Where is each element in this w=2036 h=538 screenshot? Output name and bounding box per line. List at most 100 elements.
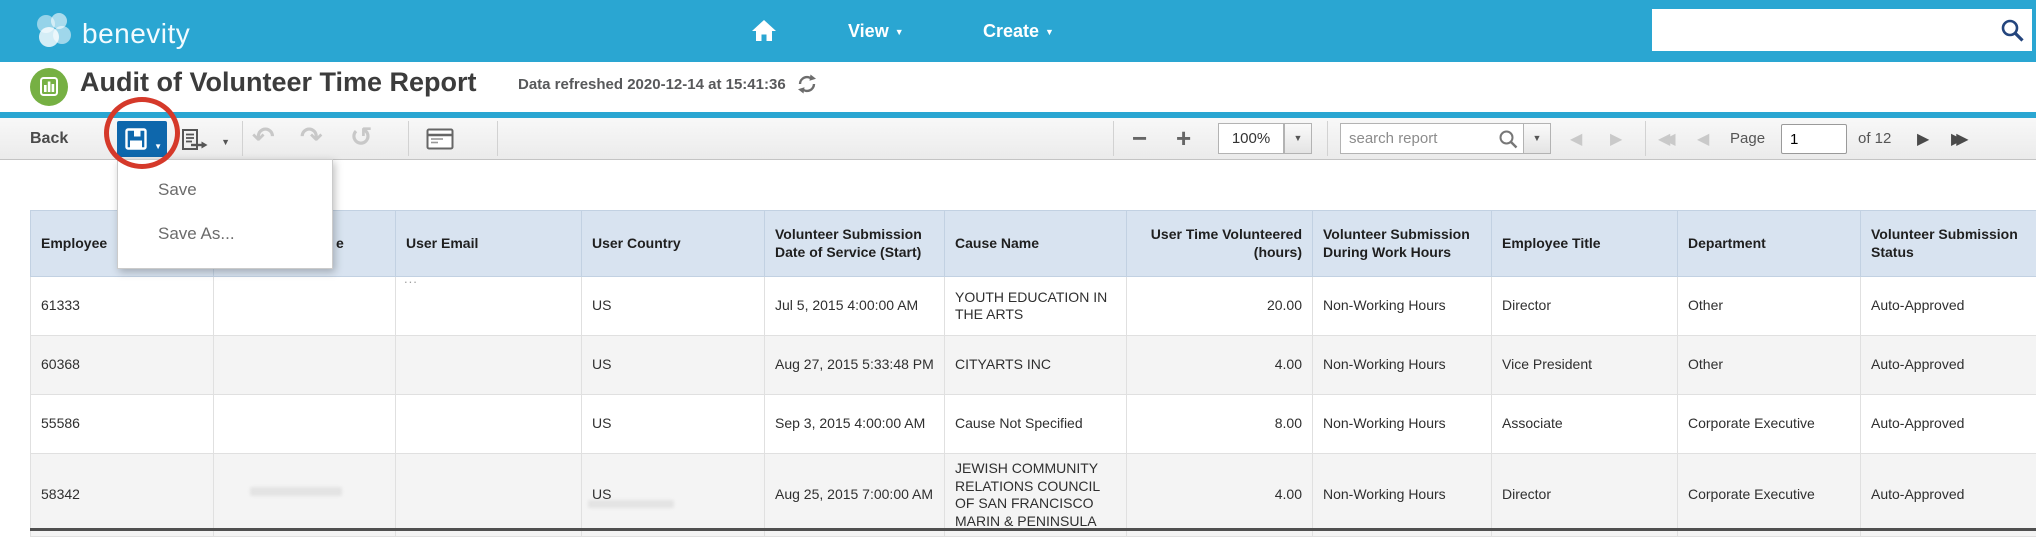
refresh-icon[interactable] [795,72,819,101]
brand-name: benevity [82,17,191,49]
report-search-box [1340,123,1524,154]
report-search-input[interactable] [1341,124,1493,153]
save-button[interactable]: ▼ [117,121,167,157]
menu-item-save[interactable]: Save [158,180,197,199]
previous-page-button[interactable]: ◀ [1697,129,1710,148]
table-row: 60368 US Aug 27, 2015 5:33:48 PM CITYARTS I… [30,335,2036,395]
redo-icon: ↷ [300,122,323,153]
search-prev-result-button[interactable]: ◀ [1570,129,1583,148]
cell-cause-name: Cause Not Specified [944,394,1127,454]
top-nav-bar: benevity View ▼ Create ▼ [0,0,2036,62]
table-row: 55586 US Sep 3, 2015 4:00:00 AM Cause Not S… [30,394,2036,454]
cell-user-country: US [581,453,765,537]
nav-create-menu[interactable]: Create ▼ [983,0,1054,62]
column-header-submission-date: Volunteer Submission Date of Service (St… [764,210,945,277]
export-button[interactable]: ▼ [176,121,234,157]
cell-department: Corporate Executive [1677,394,1861,454]
global-search-box [1652,9,2032,51]
search-next-result-button[interactable]: ▶ [1610,129,1623,148]
cell-user-email [395,394,582,454]
cell-employee: 58342 [30,453,214,537]
nav-view-label: View [848,21,889,41]
zoom-level-value[interactable]: 100% [1218,123,1284,154]
cell-user-country: US [581,394,765,454]
save-dropdown-menu: Save Save As... [117,159,333,269]
cell-obscured [213,453,396,537]
cell-submission-status: Auto-Approved [1860,276,2036,336]
cell-submission-date: Jul 5, 2015 4:00:00 AM [764,276,945,336]
report-icon [30,68,68,111]
floppy-disk-icon [125,128,147,150]
divider [408,121,409,156]
cell-employee: 55586 [30,394,214,454]
cell-during-work-hours: Non-Working Hours [1312,276,1492,336]
revert-icon: ↺ [350,122,373,153]
column-header-during-work-hours: Volunteer Submission During Work Hours [1312,210,1492,277]
next-page-button[interactable]: ▶ [1917,129,1930,148]
table-bottom-edge [30,528,2036,531]
zoom-in-button[interactable]: + [1176,123,1192,153]
divider [0,112,2036,118]
page-number-input[interactable] [1781,124,1847,154]
export-icon [182,129,208,150]
cell-cause-name: CITYARTS INC [944,335,1127,395]
cell-during-work-hours: Non-Working Hours [1312,453,1492,537]
home-icon[interactable] [750,18,778,49]
column-header-user-email: User Email [395,210,582,277]
column-header-time-volunteered: User Time Volunteered (hours) [1126,210,1313,277]
cell-department: Other [1677,276,1861,336]
benevity-logo-icon [32,10,76,57]
chevron-down-icon: ▼ [221,137,230,147]
divider [1327,121,1328,156]
last-page-button[interactable]: ▶▶ [1951,129,1968,148]
cell-submission-date: Aug 27, 2015 5:33:48 PM [764,335,945,395]
cell-obscured [213,276,396,336]
nav-create-label: Create [983,21,1040,41]
cell-employee-title: Associate [1491,394,1678,454]
column-header-employee-title: Employee Title [1491,210,1678,277]
search-icon[interactable] [1999,17,2026,49]
report-panel-icon[interactable] [426,128,454,155]
cell-department: Other [1677,335,1861,395]
nav-view-menu[interactable]: View ▼ [848,0,904,62]
table-row: 58342 US Aug 25, 2015 7:00:00 AM JEWISH COM… [30,453,2036,537]
zoom-out-button[interactable]: − [1132,123,1148,153]
report-search-dropdown[interactable]: ▼ [1523,123,1551,154]
zoom-level-dropdown[interactable]: ▼ [1284,123,1312,154]
redacted-text-artifact: ... [404,271,418,286]
search-icon[interactable] [1498,129,1519,155]
cell-submission-date: Aug 25, 2015 7:00:00 AM [764,453,945,537]
cell-employee-title: Vice President [1491,335,1678,395]
cell-obscured [213,335,396,395]
back-button[interactable]: Back [30,130,69,147]
cell-user-email [395,453,582,537]
cell-submission-status: Auto-Approved [1860,394,2036,454]
cell-time-volunteered: 8.00 [1126,394,1313,454]
divider [497,121,498,156]
cell-submission-status: Auto-Approved [1860,335,2036,395]
cell-submission-status: Auto-Approved [1860,453,2036,537]
cell-time-volunteered: 4.00 [1126,335,1313,395]
page-total-label: of 12 [1858,130,1892,147]
column-header-submission-status: Volunteer Submission Status [1860,210,2036,277]
page-title: Audit of Volunteer Time Report [80,67,477,97]
column-header-user-country: User Country [581,210,765,277]
cell-user-country: US [581,335,765,395]
cell-employee-title: Director [1491,453,1678,537]
column-header-department: Department [1677,210,1861,277]
cell-employee: 61333 [30,276,214,336]
chevron-down-icon: ▼ [894,27,904,37]
cell-user-country: US [581,276,765,336]
chevron-down-icon: ▼ [1045,27,1054,37]
redacted-smudge [588,500,674,508]
cell-cause-name: JEWISH COMMUNITY RELATIONS COUNCIL OF SA… [944,453,1127,537]
menu-item-save-as[interactable]: Save As... [158,224,235,243]
report-table: Employee e User Email User Country Volunteer… [30,210,2036,537]
global-search-input[interactable] [1652,9,1992,51]
cell-during-work-hours: Non-Working Hours [1312,394,1492,454]
first-page-button[interactable]: ◀◀ [1658,129,1675,148]
page-label: Page [1730,130,1766,147]
chevron-down-icon: ▼ [154,142,162,151]
divider [242,121,243,156]
benevity-logo[interactable]: benevity [32,10,190,57]
